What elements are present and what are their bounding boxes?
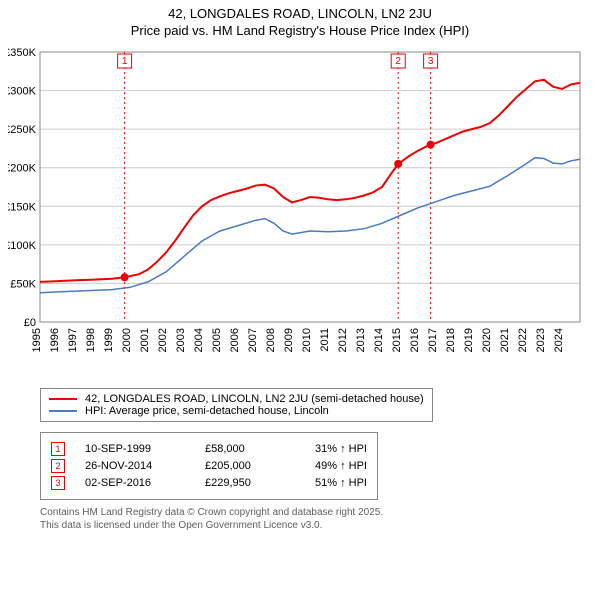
legend-swatch-1 xyxy=(49,398,77,400)
svg-text:2009: 2009 xyxy=(283,328,295,352)
svg-text:2010: 2010 xyxy=(301,328,313,352)
svg-text:2005: 2005 xyxy=(211,328,223,352)
svg-text:2012: 2012 xyxy=(337,328,349,352)
svg-text:2013: 2013 xyxy=(355,328,367,352)
svg-text:£200K: £200K xyxy=(8,163,37,175)
svg-text:1995: 1995 xyxy=(31,328,43,352)
event-marker: 2 xyxy=(51,459,65,473)
svg-text:£50K: £50K xyxy=(10,278,36,290)
event-marker: 3 xyxy=(51,476,65,490)
legend-swatch-2 xyxy=(49,410,77,412)
chart-area: £0 £50K £100K £150K £200K £250K £300K £350K 1995… xyxy=(8,42,588,382)
svg-text:2020: 2020 xyxy=(481,328,493,352)
svg-text:2: 2 xyxy=(395,56,401,67)
event-marker: 1 xyxy=(51,442,65,456)
svg-text:1997: 1997 xyxy=(67,328,79,352)
svg-text:2022: 2022 xyxy=(517,328,529,352)
svg-text:1996: 1996 xyxy=(49,328,61,352)
chart-subtitle: Price paid vs. HM Land Registry's House … xyxy=(8,23,592,38)
svg-text:£150K: £150K xyxy=(8,201,37,213)
svg-text:2003: 2003 xyxy=(175,328,187,352)
chart-svg: £0 £50K £100K £150K £200K £250K £300K £350K 1995… xyxy=(8,42,588,382)
svg-text:3: 3 xyxy=(428,56,434,67)
svg-text:1998: 1998 xyxy=(85,328,97,352)
svg-text:£300K: £300K xyxy=(8,86,37,98)
svg-text:£100K: £100K xyxy=(8,240,37,252)
svg-text:2016: 2016 xyxy=(409,328,421,352)
svg-text:2017: 2017 xyxy=(427,328,439,352)
svg-text:2021: 2021 xyxy=(499,328,511,352)
svg-text:2014: 2014 xyxy=(373,328,385,352)
svg-text:2019: 2019 xyxy=(463,328,475,352)
events-table: 110-SEP-1999£58,00031% ↑ HPI 226-NOV-2014… xyxy=(40,432,378,500)
chart-title: 42, LONGDALES ROAD, LINCOLN, LN2 2JU xyxy=(8,6,592,21)
legend-label-1: 42, LONGDALES ROAD, LINCOLN, LN2 2JU (se… xyxy=(85,393,424,405)
svg-text:2011: 2011 xyxy=(319,328,331,352)
svg-text:2004: 2004 xyxy=(193,328,205,352)
footer-attribution: Contains HM Land Registry data © Crown c… xyxy=(40,506,592,532)
svg-text:£0: £0 xyxy=(24,317,36,329)
legend-box: 42, LONGDALES ROAD, LINCOLN, LN2 2JU (se… xyxy=(40,388,433,422)
svg-text:2018: 2018 xyxy=(445,328,457,352)
svg-text:2007: 2007 xyxy=(247,328,259,352)
event-row: 226-NOV-2014£205,00049% ↑ HPI xyxy=(51,459,367,473)
footer-line-2: This data is licensed under the Open Gov… xyxy=(40,519,592,532)
legend-item-1: 42, LONGDALES ROAD, LINCOLN, LN2 2JU (se… xyxy=(49,393,424,405)
svg-text:2024: 2024 xyxy=(553,328,565,352)
event-row: 110-SEP-1999£58,00031% ↑ HPI xyxy=(51,442,367,456)
svg-text:1: 1 xyxy=(122,56,128,67)
svg-text:2001: 2001 xyxy=(139,328,151,352)
legend-label-2: HPI: Average price, semi-detached house,… xyxy=(85,405,329,417)
footer-line-1: Contains HM Land Registry data © Crown c… xyxy=(40,506,592,519)
svg-text:2000: 2000 xyxy=(121,328,133,352)
legend-item-2: HPI: Average price, semi-detached house,… xyxy=(49,405,424,417)
svg-text:£350K: £350K xyxy=(8,47,37,59)
svg-text:2008: 2008 xyxy=(265,328,277,352)
svg-text:£250K: £250K xyxy=(8,124,37,136)
svg-text:2023: 2023 xyxy=(535,328,547,352)
svg-text:1999: 1999 xyxy=(103,328,115,352)
svg-text:2015: 2015 xyxy=(391,328,403,352)
svg-text:2006: 2006 xyxy=(229,328,241,352)
svg-text:2002: 2002 xyxy=(157,328,169,352)
event-row: 302-SEP-2016£229,95051% ↑ HPI xyxy=(51,476,367,490)
